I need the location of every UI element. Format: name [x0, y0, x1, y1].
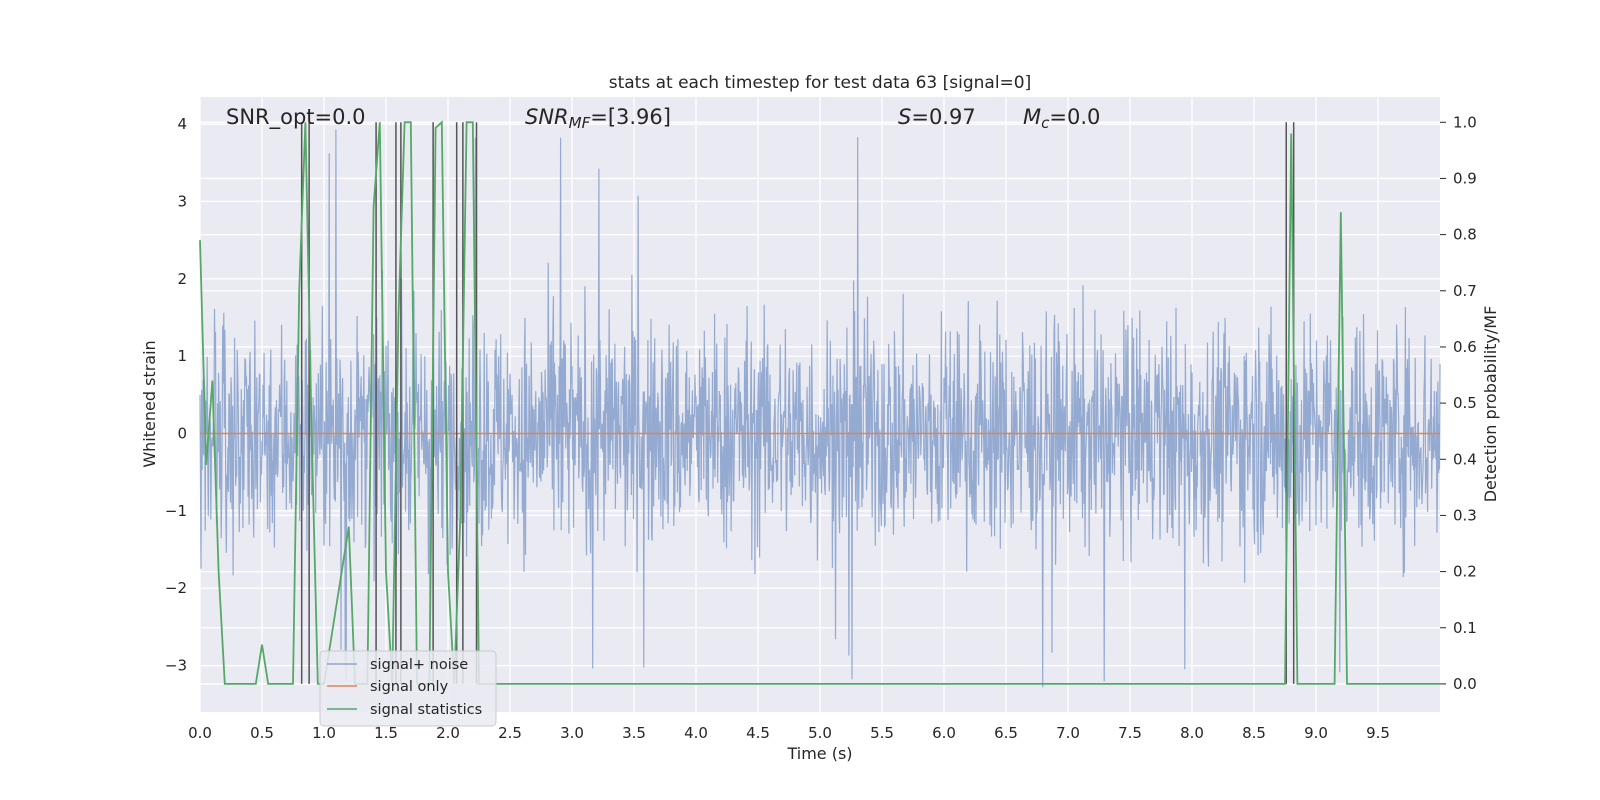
x-tick-label: 0.5	[250, 724, 274, 742]
noise-series-layer	[199, 129, 1441, 688]
legend-label-signal-only: signal only	[370, 679, 449, 695]
y-left-tick-label: −2	[165, 579, 187, 597]
snr-mf-symbol: SNR	[525, 105, 569, 129]
y-left-tick-label: 2	[177, 270, 187, 288]
x-tick-label: 9.0	[1304, 724, 1328, 742]
x-tick-label: 6.5	[994, 724, 1018, 742]
x-tick-label: 5.5	[870, 724, 894, 742]
y-right-tick-label: 0.6	[1453, 338, 1477, 356]
s-symbol: S	[898, 105, 911, 129]
annotation-mc: Mc=0.0	[1023, 105, 1100, 132]
y-right-tick-label: 0.7	[1453, 282, 1477, 300]
snr-mf-value: =[3.96]	[590, 105, 671, 129]
x-tick-label: 9.5	[1366, 724, 1390, 742]
legend-label-signal-noise: signal+ noise	[370, 657, 468, 673]
series-signal-noise	[199, 129, 1441, 688]
mc-symbol: M	[1023, 105, 1041, 129]
y-right-tick-label: 0.5	[1453, 394, 1477, 412]
x-tick-label: 4.5	[746, 724, 770, 742]
annotation-s: S=0.97	[898, 105, 976, 129]
x-tick-label: 7.5	[1118, 724, 1142, 742]
y-right-tick-label: 0.4	[1453, 450, 1477, 468]
y-left-tick-label: 0	[177, 425, 187, 443]
legend: signal+ noise signal only signal statist…	[319, 650, 497, 727]
y-left-axis-label: Whitened strain	[140, 340, 159, 467]
x-tick-label: 7.0	[1056, 724, 1080, 742]
annotation-snr-mf: SNRMF=[3.96]	[525, 105, 671, 132]
tick-labels-layer: 0.0 0.5 1.0 1.5 2.0 2.5 3.0 3.5 4.0 4.5 5.0 5.5 6.0 6…	[165, 113, 1477, 742]
y-right-tick-label: 0.2	[1453, 563, 1477, 581]
y-right-tick-label: 0.8	[1453, 226, 1477, 244]
x-tick-label: 2.5	[498, 724, 522, 742]
y-right-tick-label: 1.0	[1453, 113, 1477, 131]
y-right-tick-label: 0.0	[1453, 675, 1477, 693]
y-right-tick-label: 0.9	[1453, 169, 1477, 187]
y-right-tick-label: 0.1	[1453, 619, 1477, 637]
mc-subscript: c	[1041, 114, 1050, 132]
y-right-axis-label: Detection probability/MF	[1481, 306, 1500, 503]
x-axis-label: Time (s)	[786, 744, 852, 763]
chart-title: stats at each timestep for test data 63 …	[609, 73, 1032, 93]
x-tick-label: 2.0	[436, 724, 460, 742]
x-tick-label: 8.5	[1242, 724, 1266, 742]
y-left-tick-label: 3	[177, 192, 187, 210]
x-tick-label: 6.0	[932, 724, 956, 742]
y-left-tick-label: 1	[177, 347, 187, 365]
y-left-tick-label: −3	[165, 657, 187, 675]
x-tick-label: 8.0	[1180, 724, 1204, 742]
legend-box	[319, 650, 497, 727]
annotation-snr-opt: SNR_opt=0.0	[226, 105, 366, 130]
x-tick-label: 1.5	[374, 724, 398, 742]
y-right-tick-label: 0.3	[1453, 506, 1477, 524]
s-value: =0.97	[911, 105, 975, 129]
x-tick-label: 1.0	[312, 724, 336, 742]
x-tick-label: 5.0	[808, 724, 832, 742]
y-left-tick-label: 4	[177, 115, 187, 133]
legend-label-signal-statistics: signal statistics	[370, 702, 482, 718]
x-tick-label: 3.0	[560, 724, 584, 742]
y-left-tick-label: −1	[165, 502, 187, 520]
x-tick-label: 3.5	[622, 724, 646, 742]
x-tick-label: 4.0	[684, 724, 708, 742]
snr-mf-subscript: MF	[569, 114, 591, 132]
x-tick-label: 0.0	[188, 724, 212, 742]
mc-value: =0.0	[1049, 105, 1100, 129]
